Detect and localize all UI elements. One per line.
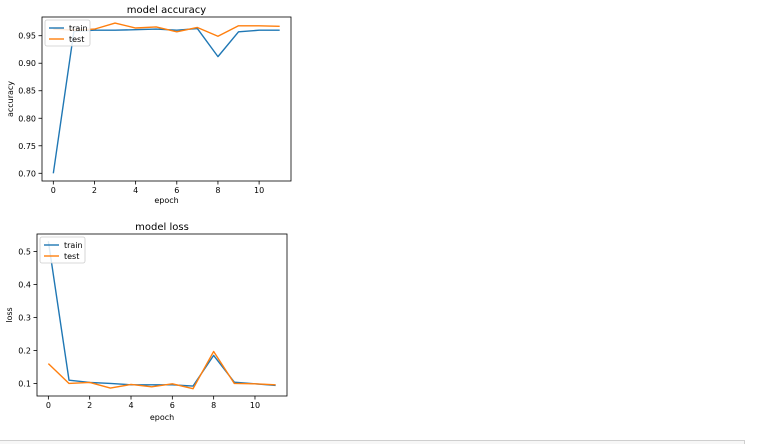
y-axis-label: loss	[5, 307, 14, 322]
legend: train test	[39, 236, 86, 264]
y-tick-label: 0.1	[18, 379, 31, 388]
legend-label-test: test	[69, 35, 84, 44]
x-tick-label: 6	[174, 186, 179, 195]
plot-frame	[41, 16, 292, 182]
x-tick-label: 4	[128, 401, 133, 410]
x-tick-label: 8	[215, 186, 220, 195]
x-tick-label: 10	[254, 186, 264, 195]
y-tick-label: 0.70	[18, 169, 36, 178]
series-line-train	[52, 27, 280, 174]
output-cell-bottom-border	[0, 440, 745, 444]
x-tick-label: 0	[46, 401, 51, 410]
x-tick-label: 10	[250, 401, 260, 410]
x-tick-label: 2	[87, 401, 92, 410]
x-axis-label: epoch	[154, 196, 178, 205]
legend: train test	[44, 19, 91, 47]
x-tick-label: 8	[211, 401, 216, 410]
chart-1: model loss 0 2 4 6 8 10 0.1 0.2 0.3 0.4 0.5 epoch los…	[5, 222, 288, 422]
x-tick-label: 4	[133, 186, 138, 195]
x-tick-label: 2	[92, 186, 97, 195]
y-axis-label: accuracy	[6, 81, 15, 117]
x-tick-label: 0	[51, 186, 56, 195]
y-tick-label: 0.85	[18, 87, 36, 96]
y-tick-label: 0.3	[18, 313, 31, 322]
y-tick-label: 0.75	[18, 142, 36, 151]
y-tick-label: 0.95	[18, 32, 36, 41]
y-tick-label: 0.80	[18, 114, 36, 123]
y-tick-label: 0.2	[18, 346, 31, 355]
y-tick-label: 0.5	[18, 247, 31, 256]
legend-label-train: train	[64, 241, 83, 250]
plot-frame	[36, 233, 288, 397]
series-line-test	[53, 22, 280, 37]
series-line-test	[47, 350, 276, 390]
chart-title: model loss	[135, 222, 189, 233]
x-tick-label: 6	[170, 401, 175, 410]
x-axis-label: epoch	[150, 413, 174, 422]
legend-label-train: train	[69, 24, 88, 33]
chart-title: model accuracy	[127, 5, 207, 16]
chart-0: model accuracy 0 2 4 6 8 10 0.70 0.75 0.80 0.85 0.9…	[6, 5, 292, 205]
legend-label-test: test	[64, 252, 79, 261]
y-tick-label: 0.4	[18, 280, 31, 289]
y-tick-label: 0.90	[18, 59, 36, 68]
